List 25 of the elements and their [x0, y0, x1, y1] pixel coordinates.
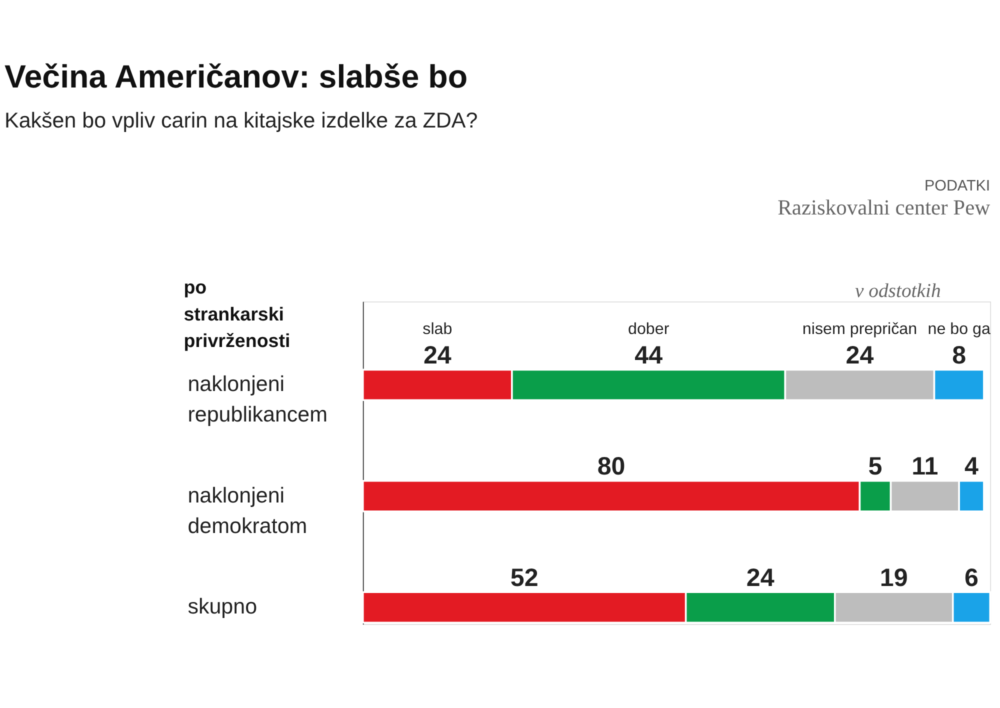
text: Raziskovalni center Pew [778, 196, 991, 220]
y-tick-label: naklonjeni republikancem [188, 372, 328, 427]
data-label: 80 [597, 452, 626, 481]
series-label: slab [422, 320, 452, 338]
data-label: 4 [964, 452, 979, 481]
data-label: 24 [846, 341, 874, 370]
series-label: nisem prepričan [802, 320, 918, 338]
data-label: 8 [952, 341, 966, 370]
data-label: 52 [510, 564, 538, 592]
series-label: dober [628, 320, 670, 338]
chart-subtitle: Kakšen bo vpliv carin na kitajske izdelke za ZDA? [4, 108, 478, 133]
data-label: 11 [912, 452, 938, 481]
text: po strankarski privrženosti [184, 276, 290, 352]
chart-title: Večina Američanov: slabše bo [4, 58, 468, 94]
data-label: 19 [880, 564, 908, 592]
data-label: 24 [746, 564, 774, 592]
text: PODATKI [924, 177, 990, 194]
data-label: 24 [423, 341, 452, 370]
annotation: v odstotkih [854, 280, 941, 302]
text: ne bo ga [928, 320, 990, 338]
y-tick-label: skupno [188, 594, 258, 619]
data-label: 5 [868, 452, 882, 481]
data-label: 44 [634, 341, 663, 370]
y-tick-label: naklonjeni demokratom [188, 483, 308, 538]
data-label: 6 [964, 564, 979, 592]
